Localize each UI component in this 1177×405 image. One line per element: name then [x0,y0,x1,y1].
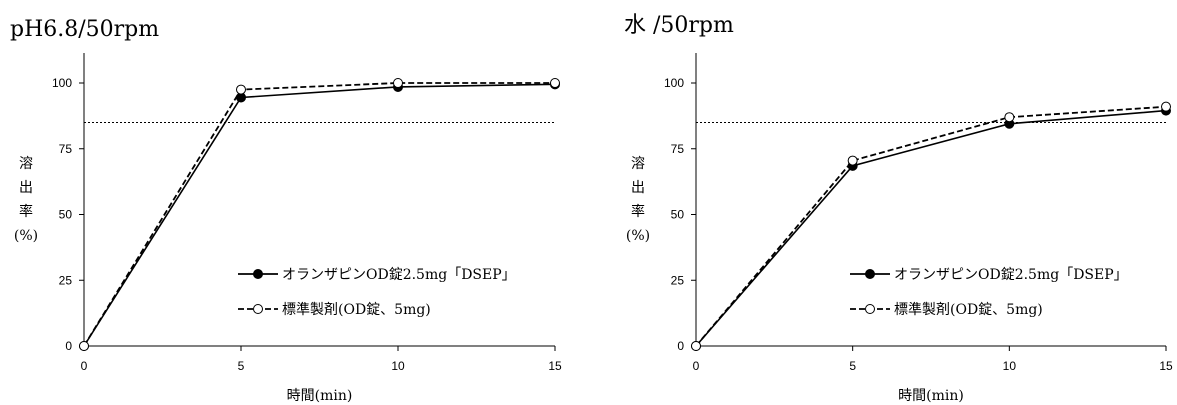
y-tick-label: 0 [677,339,684,353]
legend-marker-2 [253,304,263,314]
x-axis-label: 時間(min) [287,388,353,404]
legend-label-2: 標準製剤(OD錠、5mg) [282,302,431,318]
chart-2: 水 /50rpm 0 25 50 75 100 0 5 10 15 時間(min) 溶出率(%) オラン… [624,13,1173,404]
data-point-series-2 [1004,112,1015,123]
series-line-2 [83,82,555,347]
chart-title: 水 /50rpm [624,13,734,38]
series-line-1 [83,83,556,347]
series-line-1 [695,109,1167,347]
data-point-series-2 [79,341,89,351]
y-tick-label: 75 [59,142,73,156]
x-tick-label: 15 [1159,359,1173,373]
chart-title: pH6.8/50rpm [10,17,159,42]
series-line-2 [695,105,1167,347]
data-point-series-2 [1161,101,1171,112]
x-tick-label: 0 [81,359,88,373]
x-tick-label: 10 [391,359,405,373]
legend-marker-1 [253,269,263,279]
y-tick-label: 50 [59,208,73,222]
y-tick-label: 0 [65,339,72,353]
data-point-series-2 [393,78,403,88]
data-point-series-2 [236,84,246,95]
data-point-series-2 [691,341,701,351]
y-axis-label: 溶出率(%) [14,156,38,244]
x-axis-label: 時間(min) [898,388,964,404]
legend-label-1: オランザピンOD錠2.5mg「DSEP」 [894,267,1128,283]
y-tick-label: 50 [671,208,685,222]
legend-marker-2 [865,304,875,314]
x-tick-label: 15 [548,359,562,373]
legend-label-1: オランザピンOD錠2.5mg「DSEP」 [282,267,516,283]
data-point-series-2 [550,78,560,88]
y-axis-label: 溶出率(%) [626,156,650,244]
y-tick-label: 100 [664,76,684,90]
x-tick-label: 10 [1003,359,1017,373]
data-point-series-2 [847,155,858,166]
y-tick-label: 75 [671,142,685,156]
legend-marker-1 [865,269,875,279]
y-tick-label: 25 [59,273,73,287]
x-tick-label: 5 [849,359,856,373]
x-tick-label: 5 [238,359,245,373]
y-tick-label: 100 [52,76,72,90]
legend-label-2: 標準製剤(OD錠、5mg) [894,302,1043,318]
x-tick-label: 0 [693,359,700,373]
y-tick-label: 25 [671,273,685,287]
chart-1: pH6.8/50rpm 0 25 50 75 100 0 5 10 15 時間(min) 溶出率(%)… [10,17,562,404]
